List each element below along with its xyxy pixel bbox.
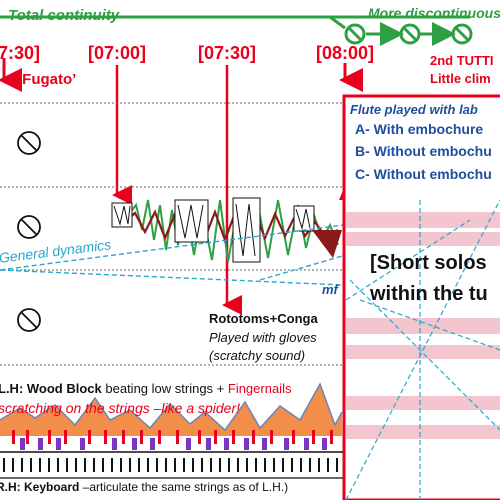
red-bar-mark <box>198 430 201 444</box>
time-label: [08:00] <box>316 43 375 63</box>
purple-arrow-mark <box>262 438 267 450</box>
red-bar-mark <box>232 430 235 444</box>
flute-heading: Flute played with lab <box>350 102 478 117</box>
red-bar-mark <box>48 430 51 444</box>
purple-arrow-mark <box>244 438 249 450</box>
rh-rest: –articulate the same strings as of L.H.) <box>79 480 289 494</box>
rh-prefix: R.H: Keyboard <box>0 480 80 494</box>
purple-arrow-mark <box>224 438 229 450</box>
purple-arrow-mark <box>150 438 155 450</box>
no-entry-icon <box>17 308 41 332</box>
waveform-texture <box>111 188 358 263</box>
short-solos-label: [Short solos <box>370 252 487 274</box>
climax-label: Little clim <box>430 71 491 86</box>
red-bar-mark <box>270 430 273 444</box>
mf-marking: mf <box>322 282 338 297</box>
red-bar-mark <box>214 430 217 444</box>
purple-arrow-mark <box>186 438 191 450</box>
lh-prefix: L.H: Wood Block <box>0 381 102 396</box>
no-entry-icon <box>399 23 421 45</box>
no-entry-icon <box>17 131 41 155</box>
keyboard-ticks <box>3 458 338 472</box>
red-bar-mark <box>176 430 179 444</box>
no-entry-icon <box>451 23 473 45</box>
fugato-label: ‘Fugato’ <box>18 71 77 88</box>
red-bar-mark <box>158 430 161 444</box>
time-label: 7:30] <box>0 43 41 63</box>
more-discontinuous-label: More discontinuous <box>368 5 500 21</box>
time-label: [07:00] <box>88 43 147 63</box>
tutti-box <box>342 94 500 500</box>
purple-arrow-mark <box>20 438 25 450</box>
lh-instruction: L.H: Wood Block beating low strings + Fi… <box>0 381 291 396</box>
spider-note: scratching on the strings –like a spider… <box>0 400 241 416</box>
red-bar-mark <box>292 430 295 444</box>
red-bar-mark <box>122 430 125 444</box>
red-bar-mark <box>26 430 29 444</box>
purple-arrow-mark <box>132 438 137 450</box>
purple-arrow-mark <box>38 438 43 450</box>
purple-arrow-mark <box>206 438 211 450</box>
flute-item: C- Without embochu <box>355 166 492 182</box>
red-bar-mark <box>330 430 333 444</box>
rh-instruction: R.H: Keyboard –articulate the same strin… <box>0 480 288 494</box>
purple-arrow-mark <box>56 438 61 450</box>
red-bar-mark <box>64 430 67 444</box>
lh-mid: beating low strings + <box>101 381 228 396</box>
flute-item: A- With embochure <box>355 121 484 137</box>
time-label: [07:30] <box>198 43 257 63</box>
flute-item: B- Without embochu <box>355 143 492 159</box>
bar-marks <box>12 430 333 450</box>
red-bar-mark <box>104 430 107 444</box>
rototoms-note: Played with gloves <box>209 330 317 345</box>
within-tutti-label: within the tu <box>370 283 488 305</box>
rototoms-note: (scratchy sound) <box>209 348 306 363</box>
purple-arrow-mark <box>304 438 309 450</box>
red-bar-mark <box>12 430 15 444</box>
purple-arrow-mark <box>112 438 117 450</box>
fingernails-label: Fingernails <box>227 381 292 396</box>
red-bar-mark <box>140 430 143 444</box>
purple-arrow-mark <box>80 438 85 450</box>
purple-arrow-mark <box>322 438 327 450</box>
rototoms-title: Rototoms+Conga <box>209 311 318 326</box>
red-bar-mark <box>252 430 255 444</box>
no-entry-icon <box>17 215 41 239</box>
total-continuity-label: Total continuity <box>8 7 120 24</box>
no-entry-icon <box>344 23 366 45</box>
tutti-label: 2nd TUTTI <box>430 53 494 68</box>
purple-arrow-mark <box>284 438 289 450</box>
red-bar-mark <box>88 430 91 444</box>
red-bar-mark <box>312 430 315 444</box>
bottom-texture <box>0 382 343 436</box>
